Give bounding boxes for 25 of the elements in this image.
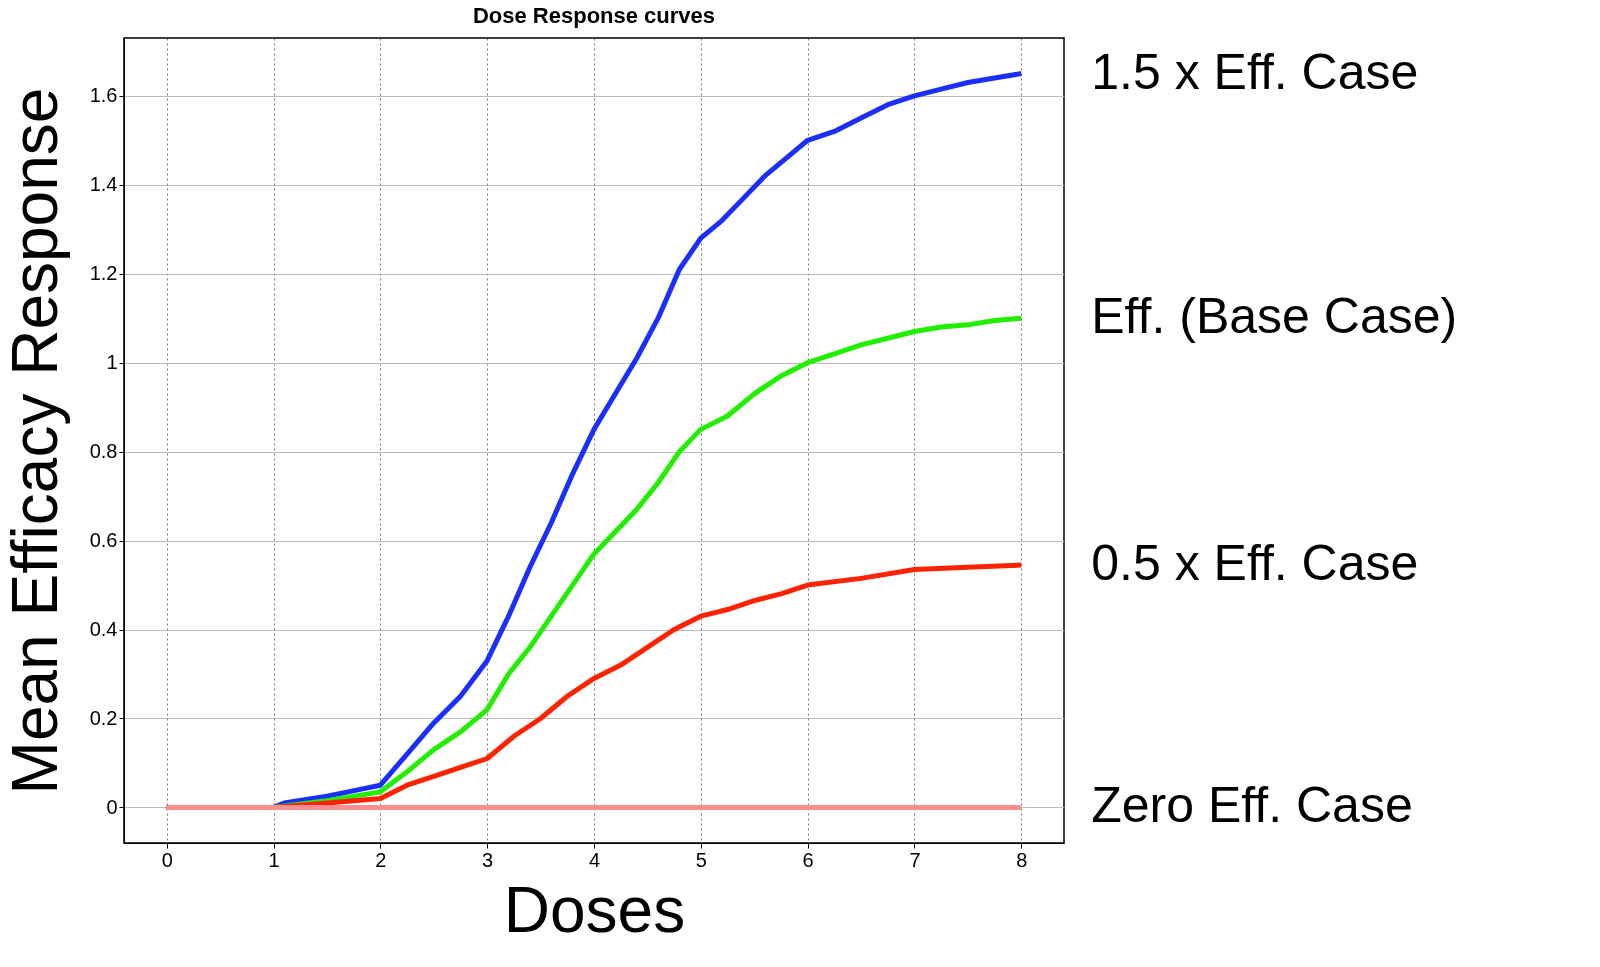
y-tick-label: 0.2 <box>89 706 118 729</box>
y-tick-label: 1.6 <box>89 84 118 107</box>
x-tick-label: 4 <box>588 848 601 871</box>
x-tick-label: 8 <box>1016 848 1028 871</box>
x-tick-label: 0 <box>161 848 173 871</box>
y-axis-title: Mean Efficacy Response <box>0 87 71 795</box>
y-tick-label: 0.6 <box>89 529 118 552</box>
y-tick-label: 1.2 <box>89 262 118 285</box>
x-tick-label: 6 <box>802 848 814 871</box>
x-axis-title: Doses <box>503 873 686 946</box>
series-label: 1.5 x Eff. Case <box>1091 43 1419 100</box>
x-tick-label: 5 <box>695 848 707 871</box>
y-tick-label: 0.8 <box>89 440 118 463</box>
y-tick-label: 0.4 <box>89 618 118 641</box>
x-tick-label: 1 <box>268 848 280 871</box>
x-tick-label: 7 <box>909 848 921 871</box>
chart-title: Dose Response curves <box>472 3 716 28</box>
x-tick-label: 2 <box>375 848 387 871</box>
x-tick-label: 3 <box>482 848 494 871</box>
series-label: 0.5 x Eff. Case <box>1091 535 1419 592</box>
series-label: Zero Eff. Case <box>1091 777 1413 834</box>
y-tick-label: 1.4 <box>89 173 118 196</box>
y-tick-label: 1 <box>106 351 118 374</box>
y-tick-label: 0 <box>106 795 118 818</box>
series-label: Eff. (Base Case) <box>1091 288 1458 345</box>
